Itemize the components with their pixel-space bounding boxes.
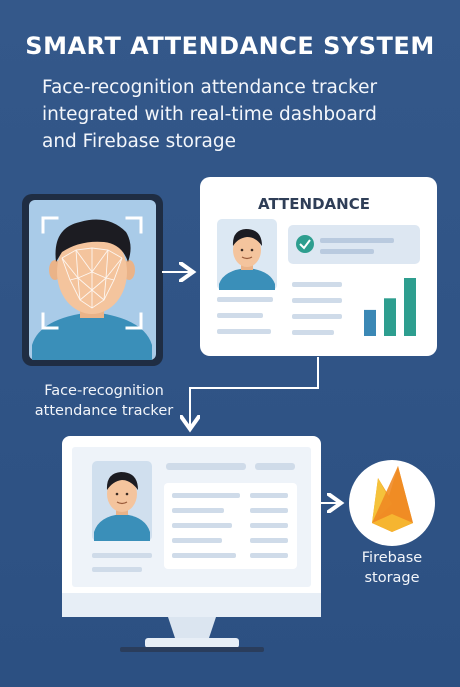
- tracker-label-line: Face-recognition: [44, 383, 164, 399]
- firebase-flame-icon: [349, 460, 435, 546]
- firebase-label: Firebase storage: [342, 548, 442, 588]
- attendance-card: ATTENDANCE: [200, 177, 437, 356]
- subtitle-line: integrated with real-time dashboard: [42, 104, 377, 125]
- subtitle-line: Face-recognition attendance tracker: [42, 77, 378, 98]
- subtitle-line: and Firebase storage: [42, 131, 236, 152]
- firebase-label-line: Firebase: [361, 550, 423, 566]
- attendance-bar-chart: [364, 278, 416, 336]
- avatar: [92, 461, 152, 541]
- dashboard-monitor: [62, 436, 321, 652]
- tracker-label: Face-recognition attendance tracker: [14, 381, 194, 421]
- attendance-card-title: ATTENDANCE: [258, 195, 370, 213]
- attendance-bar: [404, 278, 416, 336]
- tracker-label-line: attendance tracker: [34, 403, 174, 419]
- face-scan-phone-icon: [22, 194, 163, 366]
- page-subtitle: Face-recognition attendance tracker inte…: [42, 74, 432, 155]
- arrow-to-dashboard: [190, 357, 319, 427]
- attendance-bar: [384, 298, 396, 336]
- page-title: SMART ATTENDANCE SYSTEM: [25, 32, 435, 60]
- attendance-bar: [364, 309, 376, 336]
- avatar: [217, 219, 277, 290]
- firebase-label-line: storage: [364, 570, 420, 586]
- check-circle-icon: [296, 235, 314, 253]
